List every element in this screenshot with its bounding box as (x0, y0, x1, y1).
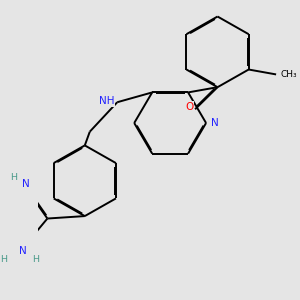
Text: N: N (22, 179, 29, 189)
Text: O: O (185, 102, 193, 112)
Text: H: H (1, 255, 7, 264)
Text: N: N (211, 118, 219, 128)
Text: N: N (19, 246, 26, 256)
Text: H: H (10, 173, 17, 182)
Text: NH: NH (98, 96, 114, 106)
Text: CH₃: CH₃ (280, 70, 297, 79)
Text: H: H (32, 255, 39, 264)
